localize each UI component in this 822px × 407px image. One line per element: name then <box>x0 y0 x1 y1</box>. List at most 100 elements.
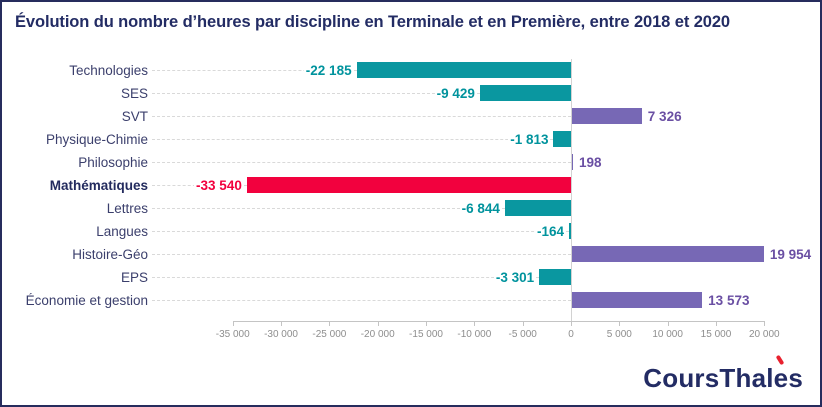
value-label: 13 573 <box>706 292 752 309</box>
axis-line <box>232 321 765 322</box>
category-label: Technologies <box>69 63 148 78</box>
bar <box>571 154 573 170</box>
logo-accented-letter: e <box>774 354 789 394</box>
axis-tick <box>377 321 379 326</box>
value-label: -3 301 <box>493 269 537 286</box>
axis-tick <box>329 321 331 326</box>
bar <box>504 200 571 216</box>
bar <box>356 62 571 78</box>
bar-row: Histoire-Géo 19 954 <box>2 243 820 266</box>
axis-tick-label: 0 <box>568 329 574 340</box>
axis-tick-label: -35 000 <box>215 329 250 340</box>
bar <box>571 246 764 262</box>
axis-tick-label: -10 000 <box>457 329 492 340</box>
bar-row: Mathématiques -33 540 <box>2 174 820 197</box>
category-label: EPS <box>120 270 148 285</box>
zero-axis-line <box>571 59 572 321</box>
bar-row: Lettres -6 844 <box>2 197 820 220</box>
plot-area: 198 <box>152 151 820 174</box>
axis-tick <box>232 321 234 326</box>
axis-tick <box>571 321 572 326</box>
value-label: -9 429 <box>434 85 477 102</box>
plot-area: -6 844 <box>152 197 820 220</box>
value-label: 198 <box>577 154 604 171</box>
axis-tick-label: -30 000 <box>264 329 298 340</box>
plot-area: -22 185 <box>152 59 820 82</box>
plot-area: 13 573 <box>152 289 820 312</box>
category-label: Économie et gestion <box>25 293 148 308</box>
bar-row: SES -9 429 <box>2 82 820 105</box>
bar-row: EPS -3 301 <box>2 266 820 289</box>
leader-line <box>152 300 571 301</box>
category-label: Mathématiques <box>49 178 148 193</box>
value-label: -6 844 <box>459 200 502 217</box>
axis-tick-label: 20 000 <box>749 329 780 340</box>
axis-tick <box>474 321 476 326</box>
bar-row: SVT 7 326 <box>2 105 820 128</box>
leader-line <box>152 93 480 94</box>
plot-area: -164 <box>152 220 820 243</box>
plot-area: -9 429 <box>152 82 820 105</box>
bar <box>571 292 703 308</box>
x-axis: -35 000 -30 000 -25 000 -20 000 -15 000 -10 0… <box>152 321 820 343</box>
leader-line <box>152 70 357 71</box>
axis-tick-label: 15 000 <box>700 329 732 340</box>
axis-tick-label: 10 000 <box>652 329 683 340</box>
bar-row: Langues -164 <box>2 220 820 243</box>
plot-area: -33 540 <box>152 174 820 197</box>
leader-line <box>152 277 540 278</box>
leader-line <box>152 139 554 140</box>
bar-row: Technologies -22 185 <box>2 59 820 82</box>
category-label: Physique-Chimie <box>45 132 148 147</box>
axis-tick-label: -15 000 <box>409 329 443 340</box>
leader-line <box>152 254 571 255</box>
bar-row: Philosophie 198 <box>2 151 820 174</box>
axis-tick <box>281 321 283 326</box>
leader-line <box>152 162 571 163</box>
category-label: SVT <box>121 109 148 124</box>
axis-tick-label: 5 000 <box>606 329 632 340</box>
axis-tick <box>522 321 524 326</box>
axis-tick-label: -20 000 <box>360 329 395 340</box>
bar <box>539 269 571 285</box>
bar <box>569 223 571 239</box>
logo-text-before: CoursThal <box>643 363 774 393</box>
value-label: -1 813 <box>508 131 551 148</box>
bar-chart: Technologies -22 185 SES -9 429 SVT 7 326 Phys… <box>2 59 820 340</box>
chart-title: Évolution du nombre d’heures par discipl… <box>15 13 731 31</box>
bar-rows: Technologies -22 185 SES -9 429 SVT 7 326 Phys… <box>2 59 820 312</box>
category-label: Philosophie <box>78 155 148 170</box>
bar <box>479 85 571 101</box>
value-label: -22 185 <box>303 62 354 79</box>
axis-tick-label: -5 000 <box>508 329 537 340</box>
bar <box>553 131 571 147</box>
plot-area: -3 301 <box>152 266 820 289</box>
leader-line <box>152 208 505 209</box>
leader-line <box>152 116 571 117</box>
bar <box>571 108 642 124</box>
bar-row: Physique-Chimie -1 813 <box>2 128 820 151</box>
plot-area: 7 326 <box>152 105 820 128</box>
value-label: -33 540 <box>194 177 244 194</box>
category-label: Lettres <box>106 201 148 216</box>
value-label: -164 <box>534 223 566 240</box>
plot-area: -1 813 <box>152 128 820 151</box>
plot-area: 19 954 <box>152 243 820 266</box>
leader-line <box>152 231 569 232</box>
axis-tick <box>715 321 717 326</box>
value-label: 7 326 <box>645 108 684 125</box>
category-label: SES <box>120 86 148 101</box>
bar <box>246 177 571 193</box>
axis-tick-label: -25 000 <box>312 329 347 340</box>
category-label: Langues <box>96 224 148 239</box>
cours-thales-logo: CoursThal es <box>643 354 803 394</box>
axis-tick <box>764 321 766 326</box>
bar-row: Économie et gestion 13 573 <box>2 289 820 312</box>
category-label: Histoire-Géo <box>72 247 148 262</box>
value-label: 19 954 <box>767 246 814 263</box>
axis-tick <box>667 321 669 326</box>
axis-tick <box>426 321 428 326</box>
logo-text-after: s <box>788 363 803 393</box>
axis-tick <box>619 321 621 326</box>
